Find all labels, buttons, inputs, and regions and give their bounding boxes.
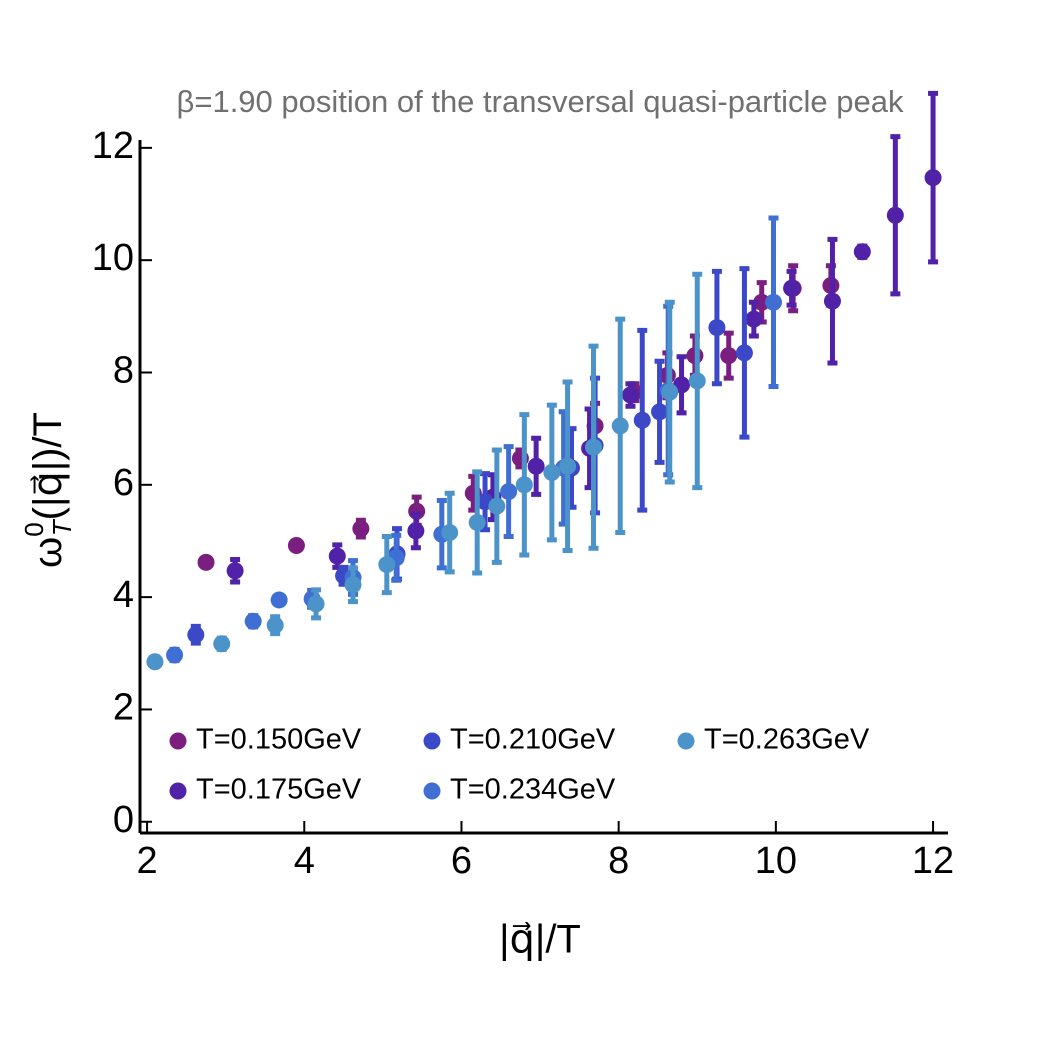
point [745, 310, 763, 328]
x-tick-label: 4 [294, 840, 315, 882]
y-axis-label: ω0T(|q⃗|)/T [19, 412, 77, 568]
point [307, 595, 325, 613]
point [407, 522, 425, 540]
point [823, 292, 841, 310]
point [266, 616, 284, 634]
point [720, 347, 738, 365]
point [166, 646, 184, 664]
point [488, 497, 506, 515]
x-tick-label: 8 [608, 840, 629, 882]
legend-marker [423, 782, 441, 800]
point [661, 383, 679, 401]
point [328, 547, 346, 565]
point [352, 520, 370, 538]
point [688, 372, 706, 390]
y-tick-label: 10 [92, 237, 134, 279]
point [441, 524, 459, 542]
legend-label: T=0.150GeV [196, 724, 362, 756]
x-tick-label: 10 [755, 840, 797, 882]
point [270, 591, 288, 609]
point [585, 438, 603, 456]
y-tick-label: 0 [113, 799, 134, 841]
legend-marker [169, 732, 187, 750]
point [146, 653, 164, 671]
x-tick-label: 6 [451, 840, 472, 882]
point [651, 403, 669, 421]
point [344, 576, 362, 594]
point [515, 476, 533, 494]
point [886, 206, 904, 224]
y-label-rest: (|q⃗|)/T [26, 412, 70, 520]
y-label-sub: T [47, 518, 77, 536]
y-label-sup: 0 [19, 522, 49, 536]
point [783, 279, 801, 297]
legend-marker [677, 732, 695, 750]
legend-label: T=0.210GeV [450, 724, 616, 756]
point [853, 243, 871, 261]
point [213, 635, 231, 653]
point [633, 411, 651, 429]
point [500, 483, 518, 501]
point [244, 612, 262, 630]
y-tick-label: 12 [92, 125, 134, 167]
point [468, 513, 486, 531]
legend-marker [423, 732, 441, 750]
x-tick-label: 12 [912, 840, 954, 882]
y-tick-label: 8 [113, 350, 134, 392]
point [559, 457, 577, 475]
legend-label: T=0.234GeV [450, 774, 616, 806]
x-axis-label: |q⃗|/T [499, 918, 581, 962]
point [527, 457, 545, 475]
point [611, 417, 629, 435]
point [735, 344, 753, 362]
point [197, 553, 215, 571]
legend-label: T=0.175GeV [196, 774, 362, 806]
y-tick-label: 4 [113, 574, 134, 616]
point [226, 562, 244, 580]
y-tick-label: 6 [113, 462, 134, 504]
chart-title: β=1.90 position of the transversal quasi… [177, 84, 904, 119]
point [765, 293, 783, 311]
point [753, 293, 771, 311]
x-tick-label: 2 [137, 840, 158, 882]
point [543, 463, 561, 481]
legend-label: T=0.263GeV [704, 724, 870, 756]
y-label-base: ω [26, 537, 70, 568]
point [378, 556, 396, 574]
y-tick-label: 2 [113, 686, 134, 728]
point [621, 386, 639, 404]
point [924, 169, 942, 187]
point [187, 626, 205, 644]
point [708, 319, 726, 337]
legend-marker [169, 782, 187, 800]
point [287, 536, 305, 554]
